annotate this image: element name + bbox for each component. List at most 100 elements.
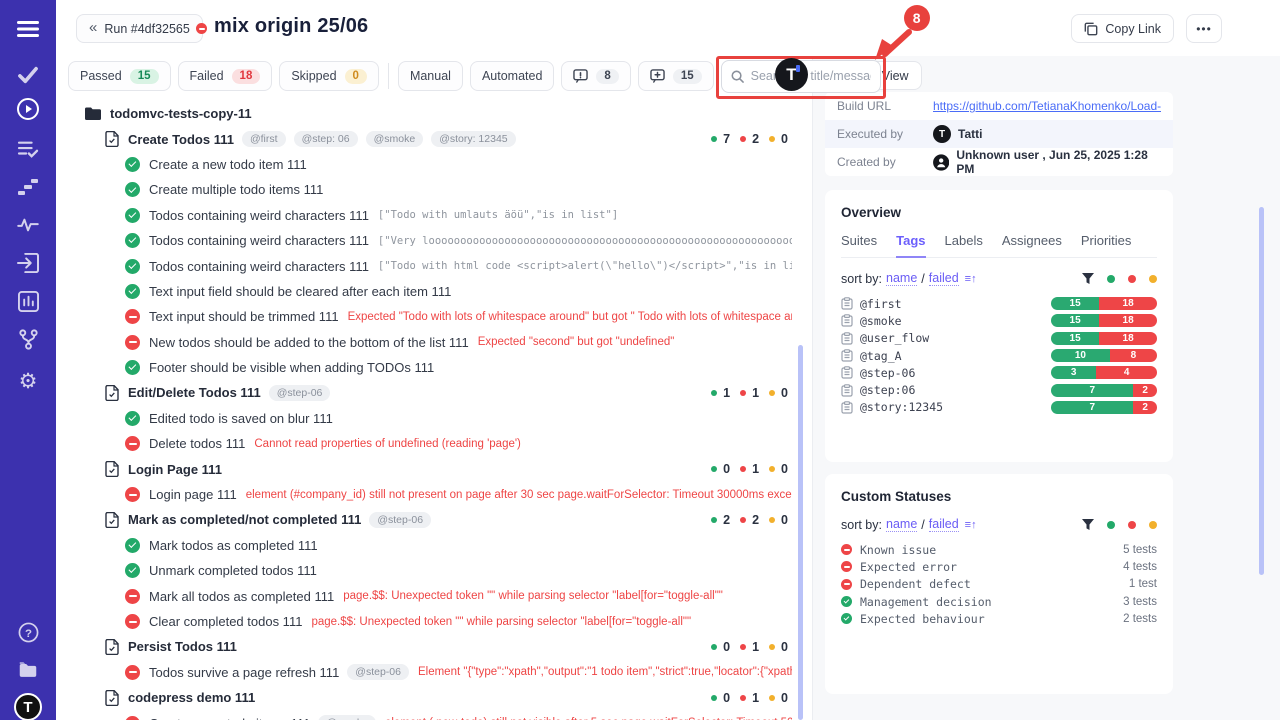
failed-segment: 18: [1099, 314, 1157, 327]
filter-manual[interactable]: Manual: [398, 61, 463, 91]
sort-by-failed-link[interactable]: failed: [929, 271, 959, 286]
failed-segment: 18: [1099, 332, 1157, 345]
passed-dot-toggle[interactable]: [1107, 275, 1115, 283]
passed-segment: 10: [1051, 349, 1110, 362]
test-row[interactable]: Unmark completed todos 111: [56, 558, 812, 583]
suite-title: Create Todos 111: [128, 132, 234, 147]
projects-folders-icon[interactable]: [0, 652, 56, 686]
runs-play-icon[interactable]: [0, 92, 56, 126]
workspace-logo-icon[interactable]: T: [0, 690, 56, 724]
test-row[interactable]: New todos should be added to the bottom …: [56, 330, 812, 355]
tests-check-icon[interactable]: [0, 58, 56, 92]
test-message: Cannot read properties of undefined (rea…: [254, 438, 521, 450]
filter-passed[interactable]: Passed 15: [68, 61, 171, 91]
folder-row[interactable]: todomvc-tests-copy-11: [56, 101, 812, 126]
test-row[interactable]: Footer should be visible when adding TOD…: [56, 355, 812, 380]
test-row[interactable]: Todos survive a page refresh 111@step-06…: [56, 660, 812, 685]
suite-row[interactable]: Create Todos 111@first@step: 06@smoke@st…: [56, 126, 812, 151]
sort-by-name-link[interactable]: name: [886, 271, 917, 286]
tag-pill: @smoke: [366, 131, 424, 147]
test-row[interactable]: Create a new todo item 111: [56, 152, 812, 177]
main-scrollbar[interactable]: [798, 345, 803, 720]
skipped-dot-toggle[interactable]: [1149, 521, 1157, 529]
test-title: Mark all todos as completed 111: [149, 589, 334, 604]
status-count: 2 tests: [1123, 613, 1157, 625]
filter-comments[interactable]: 8: [561, 61, 630, 91]
suite-doc-icon: [105, 639, 119, 655]
sort-direction-icon[interactable]: ≡↑: [965, 273, 977, 285]
count-num: 0: [781, 386, 788, 400]
analytics-pulse-icon[interactable]: [0, 208, 56, 242]
help-icon[interactable]: ?: [0, 615, 56, 649]
test-row[interactable]: Create multiple todo items 111: [56, 177, 812, 202]
tab-assignees[interactable]: Assignees: [1002, 233, 1062, 257]
count-num: 0: [781, 462, 788, 476]
plans-list-check-icon[interactable]: [0, 132, 56, 166]
tab-labels[interactable]: Labels: [945, 233, 983, 257]
count-num: 0: [723, 691, 730, 705]
more-actions-button[interactable]: •••: [1186, 14, 1222, 43]
panel-scrollbar[interactable]: [1259, 207, 1264, 575]
test-title: Edited todo is saved on blur 111: [149, 411, 333, 426]
test-row[interactable]: Edited todo is saved on blur 111: [56, 406, 812, 431]
branch-icon[interactable]: [0, 322, 56, 356]
filter-attachments[interactable]: 15: [638, 61, 714, 91]
test-row[interactable]: Todos containing weird characters 111["T…: [56, 203, 812, 228]
sort-by-failed-link[interactable]: failed: [929, 517, 959, 532]
user-avatar[interactable]: T: [775, 58, 808, 91]
filter-funnel-icon[interactable]: [1082, 519, 1094, 531]
tab-priorities[interactable]: Priorities: [1081, 233, 1132, 257]
menu-hamburger-icon[interactable]: [0, 12, 56, 46]
import-icon[interactable]: [0, 246, 56, 280]
count-dot: [711, 136, 717, 142]
passed-dot-toggle[interactable]: [1107, 521, 1115, 529]
filter-funnel-icon[interactable]: [1082, 273, 1094, 285]
reports-chart-icon[interactable]: [0, 284, 56, 318]
filter-failed[interactable]: Failed 18: [178, 61, 273, 91]
test-row[interactable]: Todos containing weird characters 111["V…: [56, 228, 812, 253]
filter-automated[interactable]: Automated: [470, 61, 554, 91]
tab-tags[interactable]: Tags: [896, 233, 925, 258]
failed-dot-toggle[interactable]: [1128, 521, 1136, 529]
suite-row[interactable]: Mark as completed/not completed 111@step…: [56, 507, 812, 532]
settings-gear-icon[interactable]: ⚙: [0, 364, 56, 398]
build-url-link[interactable]: https://github.com/TetianaKhomenko/Load-…: [933, 99, 1161, 113]
failed-dot-toggle[interactable]: [1128, 275, 1136, 283]
status-passed-icon: [125, 538, 140, 553]
tab-suites[interactable]: Suites: [841, 233, 877, 257]
skipped-dot-toggle[interactable]: [1149, 275, 1157, 283]
automated-label: Automated: [482, 69, 542, 83]
steps-icon[interactable]: [0, 170, 56, 204]
search-input[interactable]: [751, 69, 871, 83]
sort-by-name-link[interactable]: name: [886, 517, 917, 532]
copy-link-button[interactable]: Copy Link: [1071, 14, 1174, 43]
sort-direction-icon[interactable]: ≡↑: [965, 519, 977, 531]
test-row[interactable]: Mark todos as completed 111: [56, 533, 812, 558]
test-row[interactable]: Text input field should be cleared after…: [56, 279, 812, 304]
back-to-run-button[interactable]: « Run #4df32565: [76, 14, 203, 43]
test-row[interactable]: Todos containing weird characters 111["T…: [56, 253, 812, 278]
filter-skipped[interactable]: Skipped 0: [279, 61, 379, 91]
